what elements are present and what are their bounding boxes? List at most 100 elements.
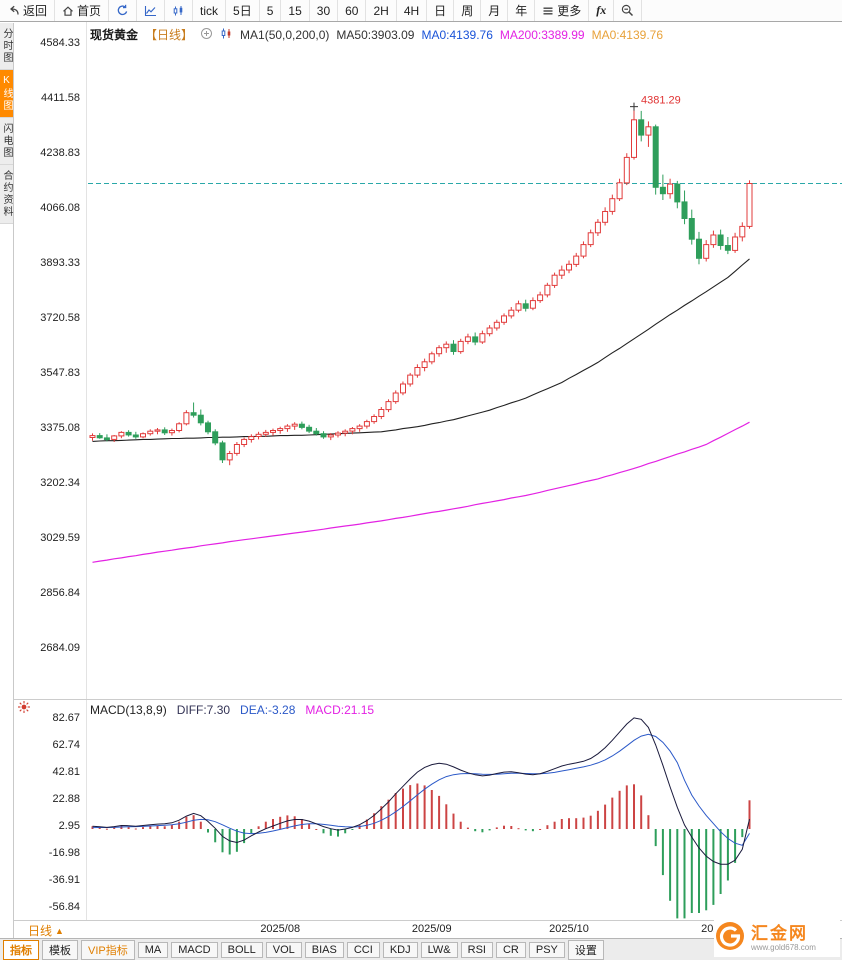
kline-chart-icon xyxy=(172,5,185,17)
svg-text:62.74: 62.74 xyxy=(52,739,80,751)
toolbar-interval-week[interactable]: 周 xyxy=(454,0,482,21)
svg-text:2025/08: 2025/08 xyxy=(260,923,300,935)
refresh-icon xyxy=(116,4,129,17)
ma200-value: MA200:3389.99 xyxy=(499,27,585,42)
tab-templates[interactable]: 模板 xyxy=(42,939,78,960)
tab-cci[interactable]: CCI xyxy=(346,941,380,958)
toolbar: 返回 首页 tick 5日 5 15 30 60 2H 4H 日周月年 更多 fx xyxy=(0,0,842,22)
toolbar-fx-formula[interactable]: fx xyxy=(589,0,615,21)
toolbar-fx-formula-label: fx xyxy=(596,3,607,17)
toolbar-interval-day-label: 日 xyxy=(434,4,447,18)
symbol-name: 现货黄金 xyxy=(90,28,139,42)
toolbar-interval-5[interactable]: 5 xyxy=(260,0,282,21)
ma200-line xyxy=(92,421,750,563)
toolbar-home[interactable]: 首页 xyxy=(55,0,110,21)
macd-value: MACD:21.15 xyxy=(305,703,375,717)
tab-settings[interactable]: 设置 xyxy=(567,939,604,960)
triangle-up-icon: ▲ xyxy=(55,925,64,936)
sidebar-item-kline-chart[interactable]: K线图 xyxy=(0,70,13,118)
tab-bias[interactable]: BIAS xyxy=(304,941,344,958)
toolbar-interval-30[interactable]: 30 xyxy=(310,0,339,21)
svg-text:4584.33: 4584.33 xyxy=(40,37,80,49)
back-arrow-icon xyxy=(7,5,20,17)
toolbar-kline-chart[interactable] xyxy=(165,0,194,21)
svg-text:3375.08: 3375.08 xyxy=(40,422,80,434)
svg-text:22.88: 22.88 xyxy=(52,793,80,805)
chart-type-sidebar: 分时图 K线图 闪电图 合约资料 xyxy=(0,23,14,938)
macd-header: MACD(13,8,9) DIFF:7.30 DEA:-3.28 MACD:21… xyxy=(90,703,374,717)
svg-text:4411.58: 4411.58 xyxy=(41,92,80,104)
tab-ma[interactable]: MA xyxy=(137,941,169,958)
toolbar-interval-month[interactable]: 月 xyxy=(481,0,509,21)
toolbar-zoom-out[interactable] xyxy=(614,0,643,21)
chart-header: 现货黄金 【日线】 MA1(50,0,200,0) MA50:3903.09 M… xyxy=(90,26,663,43)
timeline-chart-icon xyxy=(144,5,157,17)
tab-lw[interactable]: LW& xyxy=(420,941,458,958)
toolbar-interval-60-label: 60 xyxy=(345,3,359,18)
add-indicator-icon[interactable] xyxy=(200,27,213,43)
toolbar-timeline-chart[interactable] xyxy=(137,0,166,21)
ma50-value: MA50:3903.09 xyxy=(336,27,415,42)
indicator-settings-icon[interactable] xyxy=(17,700,31,719)
sidebar-item-flash-chart[interactable]: 闪电图 xyxy=(0,118,13,165)
macd-y-axis: 82.67 62.74 42.81 22.88 2.95 -16.98 -36.91 -56.… xyxy=(49,712,80,913)
tab-rsi[interactable]: RSI xyxy=(460,941,493,958)
svg-text:3202.34: 3202.34 xyxy=(40,477,80,489)
ma0-value-1: MA0:4139.76 xyxy=(421,27,493,42)
diff-value: DIFF:7.30 xyxy=(176,703,231,717)
menu-icon xyxy=(542,5,554,17)
ma50-line xyxy=(92,258,750,442)
ma0-value-2: MA0:4139.76 xyxy=(591,27,663,42)
tab-cr[interactable]: CR xyxy=(495,941,526,958)
toolbar-interval-4h[interactable]: 4H xyxy=(397,0,428,21)
toolbar-interval-15[interactable]: 15 xyxy=(281,0,310,21)
toolbar-interval-2h[interactable]: 2H xyxy=(366,0,397,21)
toolbar-more[interactable]: 更多 xyxy=(535,0,590,21)
indicator-candle-icon[interactable] xyxy=(220,27,233,43)
toolbar-refresh[interactable] xyxy=(109,0,138,21)
toolbar-interval-year[interactable]: 年 xyxy=(508,0,536,21)
period-tag: 【日线】 xyxy=(145,28,194,42)
tab-boll[interactable]: BOLL xyxy=(220,941,263,958)
tab-indicators[interactable]: 指标 xyxy=(3,939,39,960)
main-chart[interactable]: 4584.33 4411.58 4238.83 4066.08 3893.33 3720.… xyxy=(0,22,842,938)
svg-text:-16.98: -16.98 xyxy=(49,847,80,859)
toolbar-interval-5d-label: 5日 xyxy=(233,4,252,18)
diff-line xyxy=(92,717,750,865)
toolbar-interval-60[interactable]: 60 xyxy=(338,0,367,21)
svg-text:42.81: 42.81 xyxy=(52,766,80,778)
toolbar-back[interactable]: 返回 xyxy=(0,0,56,21)
period-selector[interactable]: 日线 ▲ xyxy=(28,922,64,939)
toolbar-interval-week-label: 周 xyxy=(461,4,474,18)
tab-vol[interactable]: VOL xyxy=(265,941,302,958)
toolbar-interval-30-label: 30 xyxy=(316,3,331,18)
toolbar-interval-5d[interactable]: 5日 xyxy=(226,0,260,21)
main-y-axis: 4584.33 4411.58 4238.83 4066.08 3893.33 3720.… xyxy=(40,37,80,654)
svg-text:3547.83: 3547.83 xyxy=(40,367,80,379)
peak-price-annotation: 4381.29 xyxy=(641,95,681,107)
macd-layer xyxy=(91,717,751,919)
dea-line xyxy=(92,733,750,846)
sidebar-item-contract-info[interactable]: 合约资料 xyxy=(0,165,13,224)
tab-kdj[interactable]: KDJ xyxy=(382,941,418,958)
toolbar-interval-2h-label: 2H xyxy=(373,3,389,18)
toolbar-interval-tick[interactable]: tick xyxy=(193,0,227,21)
toolbar-interval-tick-label: tick xyxy=(200,3,219,18)
tab-psy[interactable]: PSY xyxy=(528,941,565,958)
candles-layer xyxy=(89,106,753,466)
tab-vip-indicators[interactable]: VIP指标 xyxy=(81,939,135,960)
sidebar-item-time-chart[interactable]: 分时图 xyxy=(0,23,13,70)
toolbar-more-label: 更多 xyxy=(557,4,582,18)
dea-value: DEA:-3.28 xyxy=(240,703,296,717)
svg-text:4066.08: 4066.08 xyxy=(40,202,80,214)
logo-mark-icon xyxy=(714,920,746,957)
macd-params: MACD(13,8,9) xyxy=(90,703,167,717)
toolbar-back-label: 返回 xyxy=(23,4,48,18)
tab-macd[interactable]: MACD xyxy=(171,941,218,958)
ma-settings-label: MA1(50,0,200,0) xyxy=(240,27,330,42)
svg-text:82.67: 82.67 xyxy=(52,712,80,724)
toolbar-interval-day[interactable]: 日 xyxy=(427,0,455,21)
toolbar-home-label: 首页 xyxy=(77,4,102,18)
